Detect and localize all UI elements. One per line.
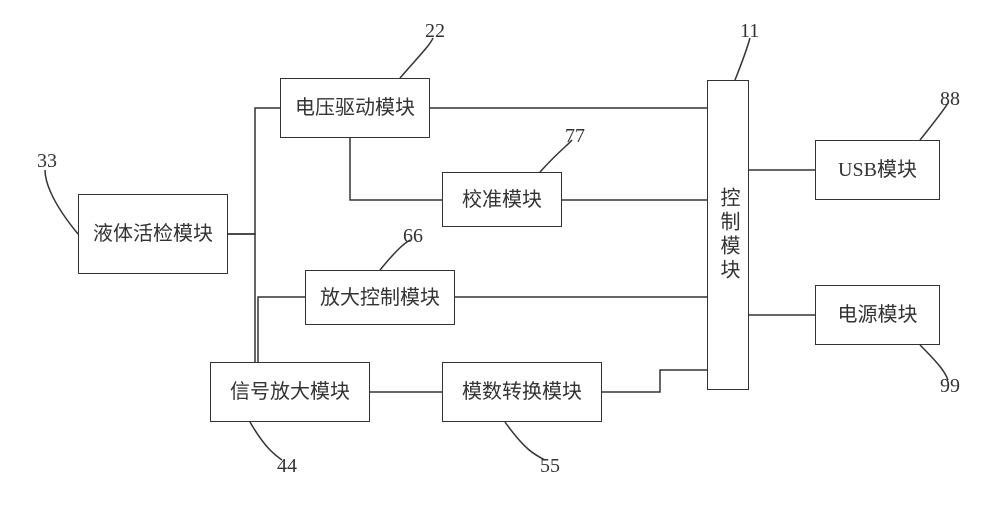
node-number-n22: 22 (425, 20, 445, 43)
node-number-n11: 11 (740, 20, 759, 43)
node-n55: 模数转换模块 (442, 362, 602, 422)
node-n22: 电压驱动模块 (280, 78, 430, 138)
node-label: 电源模块 (838, 302, 918, 328)
node-n99: 电源模块 (815, 285, 940, 345)
node-n88: USB模块 (815, 140, 940, 200)
node-number-n99: 99 (940, 375, 960, 398)
node-number-n33: 33 (37, 150, 57, 173)
node-number-n44: 44 (277, 455, 297, 478)
node-n33: 液体活检模块 (78, 194, 228, 274)
node-label: 模数转换模块 (462, 379, 582, 405)
node-label: 电压驱动模块 (295, 95, 415, 121)
node-n11: 控制模块 (707, 80, 749, 390)
node-label: USB模块 (838, 157, 917, 183)
node-n44: 信号放大模块 (210, 362, 370, 422)
node-n66: 放大控制模块 (305, 270, 455, 325)
node-label: 校准模块 (462, 187, 542, 213)
node-n77: 校准模块 (442, 172, 562, 227)
node-number-n66: 66 (403, 225, 423, 248)
node-number-n88: 88 (940, 88, 960, 111)
node-label: 控制模块 (715, 187, 741, 283)
node-label: 放大控制模块 (320, 285, 440, 311)
node-number-n77: 77 (565, 125, 585, 148)
node-label: 信号放大模块 (230, 379, 350, 405)
node-number-n55: 55 (540, 455, 560, 478)
node-label: 液体活检模块 (93, 221, 213, 247)
